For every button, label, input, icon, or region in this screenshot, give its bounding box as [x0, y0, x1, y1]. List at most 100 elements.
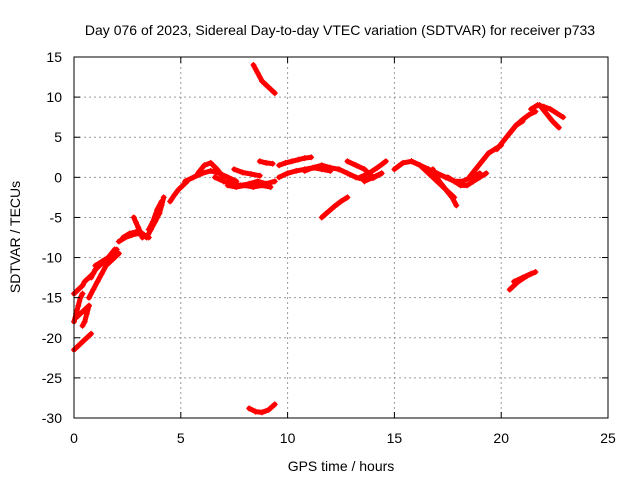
data-point [282, 159, 289, 166]
data-point [120, 234, 127, 241]
x-tick-label: 20 [493, 430, 509, 446]
data-point [92, 262, 99, 269]
data-point [207, 167, 214, 174]
data-point [293, 167, 300, 174]
gridlines [74, 57, 608, 418]
data-point [263, 82, 270, 89]
series-line [537, 102, 562, 131]
series-arc-11 [130, 214, 146, 241]
data-point [254, 70, 261, 77]
data-point [425, 170, 432, 177]
data-point [79, 282, 86, 289]
series-arc-20 [250, 62, 278, 97]
x-tick-label: 10 [280, 430, 296, 446]
data-point [130, 214, 137, 221]
data-point [310, 164, 317, 171]
data-point [301, 155, 308, 162]
data-point [325, 208, 332, 215]
data-point [256, 172, 263, 179]
y-axis-label: SDTVAR / TECUs [7, 181, 23, 293]
data-point [476, 174, 483, 181]
data-point [267, 86, 274, 93]
y-tick-label: -15 [42, 290, 62, 306]
series-arc-21 [246, 401, 278, 416]
series-arc-23 [276, 154, 315, 169]
data-point [451, 178, 458, 185]
data-point [532, 108, 539, 115]
data-point [88, 274, 95, 281]
data-point [111, 246, 118, 253]
data-point [194, 170, 201, 177]
data-point [137, 228, 144, 235]
series-line [357, 158, 389, 180]
data-point [560, 114, 567, 121]
data-point [254, 178, 261, 185]
data-point [81, 306, 88, 313]
data-point [399, 159, 406, 166]
data-point [344, 170, 351, 177]
data-point [365, 170, 372, 177]
data-point [549, 118, 556, 125]
data-point [442, 186, 449, 193]
y-tick-label: -30 [42, 410, 62, 426]
data-point [258, 409, 265, 416]
data-point [338, 198, 344, 205]
data-point [370, 174, 377, 181]
axis-ticks [73, 56, 609, 419]
data-point [105, 254, 112, 261]
data-point [271, 178, 278, 185]
data-point [382, 158, 389, 165]
data-point [466, 174, 473, 181]
data-point [464, 182, 471, 189]
data-point [160, 194, 167, 201]
data-point [408, 158, 415, 165]
data-point [81, 318, 88, 325]
data-point [246, 405, 253, 412]
data-point [374, 164, 381, 171]
y-tick-label: 10 [46, 89, 62, 105]
series-line [146, 198, 165, 232]
data-point [83, 334, 90, 341]
x-axis-label: GPS time / hours [288, 458, 395, 474]
data-point [361, 178, 368, 185]
data-point [145, 226, 152, 233]
series-arc-26 [318, 194, 351, 221]
data-point [308, 154, 315, 161]
data-point [506, 130, 513, 137]
data-point [301, 167, 308, 174]
data-point [79, 290, 86, 297]
data-point [220, 178, 227, 185]
series-line [86, 251, 122, 301]
data-point [528, 106, 535, 113]
data-point [179, 182, 186, 189]
data-point [207, 159, 214, 166]
data-point [361, 166, 368, 173]
data-point [265, 406, 272, 413]
data-point [239, 169, 246, 176]
data-point [231, 166, 238, 173]
data-point [201, 162, 208, 169]
x-tick-label: 5 [177, 430, 185, 446]
data-point [79, 322, 86, 329]
data-point [331, 203, 338, 210]
data-point [103, 262, 110, 269]
series-arc-22 [256, 158, 276, 167]
data-point [115, 238, 122, 245]
data-point [511, 278, 518, 285]
series-arc-30 [361, 170, 385, 185]
data-point [126, 230, 133, 237]
data-point [457, 182, 464, 189]
data-point [276, 174, 283, 181]
data-point [553, 110, 560, 117]
y-tick-label: 0 [54, 169, 62, 185]
series-arc-05 [73, 302, 92, 321]
x-tick-labels: 0 5 10 15 20 25 [70, 430, 616, 446]
data-point [344, 158, 351, 165]
data-point [417, 162, 424, 169]
y-tick-labels: 15 10 5 0 -5 -10 -15 -20 -25 -30 [42, 49, 62, 426]
series-arc-06 [85, 250, 122, 301]
series-arc-37 [506, 108, 539, 137]
data-point [75, 286, 82, 293]
y-tick-label: -20 [42, 330, 62, 346]
